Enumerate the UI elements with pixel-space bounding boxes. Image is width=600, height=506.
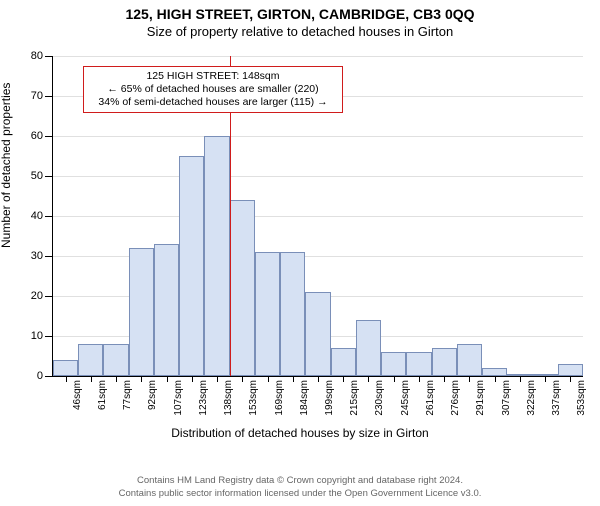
histogram-bar bbox=[280, 252, 305, 376]
x-tick bbox=[520, 376, 521, 382]
x-tick-label: 322sqm bbox=[526, 380, 537, 416]
gridline bbox=[53, 176, 583, 177]
y-tick bbox=[45, 96, 53, 97]
x-tick bbox=[116, 376, 117, 382]
x-tick-label: 245sqm bbox=[400, 380, 411, 416]
y-tick-label: 10 bbox=[31, 330, 43, 342]
histogram-bar bbox=[154, 244, 179, 376]
x-tick-label: 230sqm bbox=[374, 380, 385, 416]
y-tick bbox=[45, 376, 53, 377]
x-tick-label: 307sqm bbox=[501, 380, 512, 416]
x-tick-label: 291sqm bbox=[475, 380, 486, 416]
gridline bbox=[53, 216, 583, 217]
x-tick-label: 169sqm bbox=[274, 380, 285, 416]
y-tick bbox=[45, 176, 53, 177]
histogram-bar bbox=[406, 352, 431, 376]
histogram-plot: 0102030405060708046sqm61sqm77sqm92sqm107… bbox=[52, 56, 583, 377]
x-axis-label: Distribution of detached houses by size … bbox=[0, 426, 600, 440]
x-tick bbox=[495, 376, 496, 382]
annotation-line: ← 65% of detached houses are smaller (22… bbox=[90, 83, 336, 96]
x-tick-label: 261sqm bbox=[425, 380, 436, 416]
gridline bbox=[53, 136, 583, 137]
y-tick bbox=[45, 56, 53, 57]
histogram-bar bbox=[103, 344, 128, 376]
y-tick bbox=[45, 256, 53, 257]
x-tick-label: 199sqm bbox=[324, 380, 335, 416]
annotation-line: 125 HIGH STREET: 148sqm bbox=[90, 70, 336, 83]
x-tick-label: 337sqm bbox=[551, 380, 562, 416]
x-tick-label: 61sqm bbox=[97, 380, 108, 410]
annotation-box: 125 HIGH STREET: 148sqm← 65% of detached… bbox=[83, 66, 343, 113]
x-tick-label: 107sqm bbox=[173, 380, 184, 416]
page-subtitle: Size of property relative to detached ho… bbox=[0, 24, 600, 39]
x-tick-label: 77sqm bbox=[122, 380, 133, 410]
x-tick bbox=[91, 376, 92, 382]
y-tick-label: 40 bbox=[31, 210, 43, 222]
y-tick-label: 60 bbox=[31, 130, 43, 142]
x-tick bbox=[66, 376, 67, 382]
footer: Contains HM Land Registry data © Crown c… bbox=[0, 475, 600, 500]
y-tick bbox=[45, 136, 53, 137]
y-tick bbox=[45, 216, 53, 217]
y-tick-label: 0 bbox=[37, 370, 43, 382]
x-tick-label: 276sqm bbox=[450, 380, 461, 416]
x-tick-label: 353sqm bbox=[576, 380, 587, 416]
histogram-bar bbox=[78, 344, 103, 376]
x-tick bbox=[268, 376, 269, 382]
histogram-bar bbox=[331, 348, 356, 376]
footer-line-1: Contains HM Land Registry data © Crown c… bbox=[0, 475, 600, 487]
x-tick-label: 153sqm bbox=[248, 380, 259, 416]
histogram-bar bbox=[129, 248, 154, 376]
chart-wrapper: Number of detached properties 0102030405… bbox=[0, 48, 600, 448]
x-tick bbox=[394, 376, 395, 382]
histogram-bar bbox=[432, 348, 457, 376]
footer-line-2: Contains public sector information licen… bbox=[0, 488, 600, 500]
x-tick bbox=[242, 376, 243, 382]
x-tick bbox=[167, 376, 168, 382]
page-title: 125, HIGH STREET, GIRTON, CAMBRIDGE, CB3… bbox=[0, 6, 600, 22]
histogram-bar bbox=[482, 368, 507, 376]
histogram-bar bbox=[381, 352, 406, 376]
x-tick-label: 46sqm bbox=[72, 380, 83, 410]
y-tick-label: 30 bbox=[31, 250, 43, 262]
x-tick bbox=[469, 376, 470, 382]
x-tick bbox=[343, 376, 344, 382]
x-tick bbox=[217, 376, 218, 382]
x-tick-label: 215sqm bbox=[349, 380, 360, 416]
histogram-bar bbox=[53, 360, 78, 376]
x-tick-label: 123sqm bbox=[198, 380, 209, 416]
x-tick bbox=[570, 376, 571, 382]
y-tick-label: 20 bbox=[31, 290, 43, 302]
y-tick bbox=[45, 336, 53, 337]
y-tick-label: 50 bbox=[31, 170, 43, 182]
histogram-bar bbox=[305, 292, 330, 376]
histogram-bar bbox=[255, 252, 280, 376]
histogram-bar bbox=[558, 364, 583, 376]
histogram-bar bbox=[356, 320, 381, 376]
x-tick bbox=[293, 376, 294, 382]
x-tick bbox=[444, 376, 445, 382]
x-tick bbox=[318, 376, 319, 382]
x-tick bbox=[141, 376, 142, 382]
x-tick bbox=[368, 376, 369, 382]
x-tick-label: 138sqm bbox=[223, 380, 234, 416]
x-tick bbox=[192, 376, 193, 382]
x-tick bbox=[545, 376, 546, 382]
histogram-bar bbox=[230, 200, 255, 376]
histogram-bar bbox=[204, 136, 229, 376]
annotation-line: 34% of semi-detached houses are larger (… bbox=[90, 96, 336, 109]
gridline bbox=[53, 56, 583, 57]
y-tick bbox=[45, 296, 53, 297]
histogram-bar bbox=[457, 344, 482, 376]
x-tick-label: 92sqm bbox=[147, 380, 158, 410]
x-tick bbox=[419, 376, 420, 382]
y-axis-label: Number of detached properties bbox=[0, 83, 13, 248]
histogram-bar bbox=[179, 156, 204, 376]
x-tick-label: 184sqm bbox=[299, 380, 310, 416]
y-tick-label: 70 bbox=[31, 90, 43, 102]
y-tick-label: 80 bbox=[31, 50, 43, 62]
